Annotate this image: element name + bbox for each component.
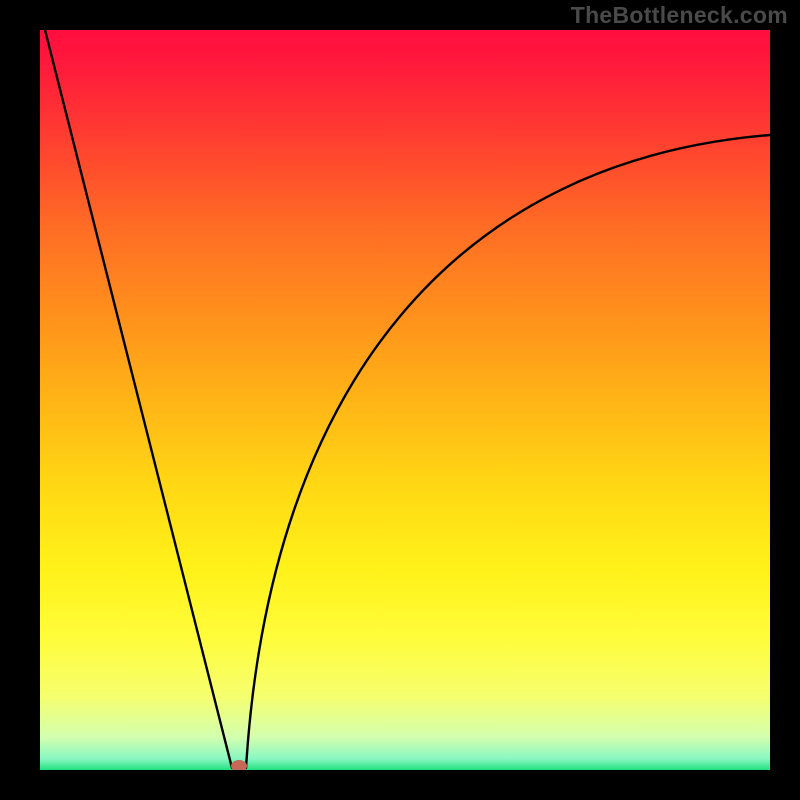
plot-background xyxy=(40,30,770,770)
chart-frame: TheBottleneck.com xyxy=(0,0,800,800)
bottleneck-plot xyxy=(40,30,770,770)
watermark-text: TheBottleneck.com xyxy=(571,2,788,29)
